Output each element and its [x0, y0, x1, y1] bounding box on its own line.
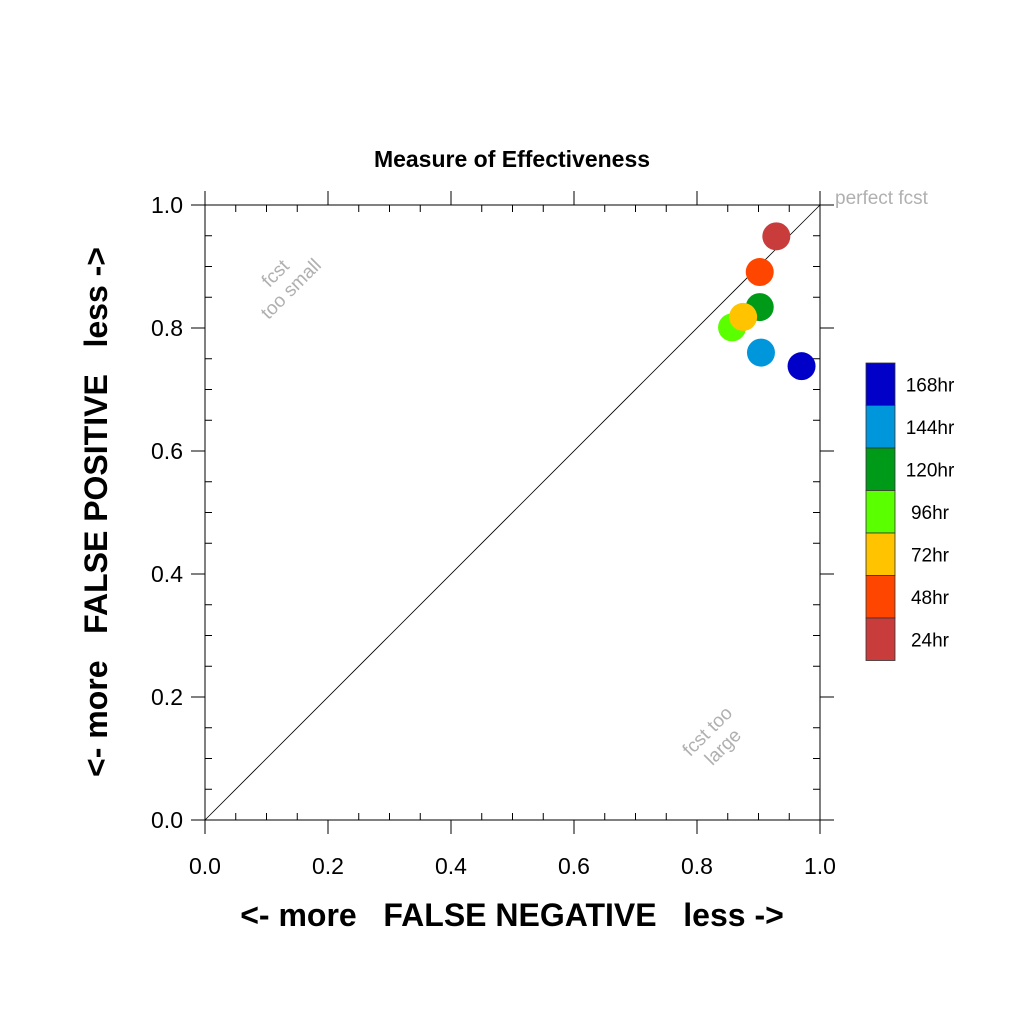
point-24hr — [762, 222, 791, 251]
point-168hr — [787, 352, 816, 381]
x-tick-label: 0.8 — [681, 853, 713, 879]
plot-area: 0.00.0 0.2 0.2 0.4 0.4 0.6 0.6 0.8 0.8 1.0 1.0 — [151, 191, 836, 879]
legend-swatch-48hr — [865, 575, 896, 619]
y-axis-title: <- more FALSE POSITIVE less -> — [78, 247, 114, 777]
y-tick-label: 0.4 — [151, 561, 183, 587]
legend-swatch-96hr — [865, 490, 896, 534]
legend-swatch-120hr — [865, 447, 896, 491]
legend-swatch-72hr — [865, 532, 896, 576]
x-tick-label: 0.2 — [312, 853, 344, 879]
legend-swatch-24hr — [865, 617, 896, 661]
annotation-too-small: fcst too small — [257, 255, 326, 324]
x-tick-label: 1.0 — [804, 853, 836, 879]
legend-swatch-168hr — [865, 362, 896, 406]
y-tick-label: 0.2 — [151, 684, 183, 710]
point-144hr — [746, 338, 775, 367]
legend-label-48hr: 48hr — [911, 588, 950, 609]
x-tick-label: 0.4 — [435, 853, 467, 879]
legend-label-24hr: 24hr — [911, 630, 950, 651]
y-tick-label: 1.0 — [151, 192, 183, 218]
x-tick-label: 0.0 — [189, 853, 221, 879]
y-tick-label: 0.8 — [151, 315, 183, 341]
legend-label-144hr: 144hr — [906, 418, 955, 439]
legend: 168hr 144hr 120hr 96hr 72hr 48hr 24hr — [865, 362, 955, 661]
annotation-too-large: fcst too large — [679, 703, 746, 770]
legend-swatch-144hr — [865, 405, 896, 449]
y-tick-label: 0.6 — [151, 438, 183, 464]
legend-label-96hr: 96hr — [911, 503, 950, 524]
y-tick-label: 0.0 — [151, 807, 183, 833]
legend-label-120hr: 120hr — [906, 460, 955, 481]
chart-title: Measure of Effectiveness — [374, 146, 650, 172]
x-tick-label: 0.6 — [558, 853, 590, 879]
x-axis-title: <- more FALSE NEGATIVE less -> — [240, 897, 784, 933]
point-72hr — [729, 302, 758, 331]
ticks-group: 0.00.0 0.2 0.2 0.4 0.4 0.6 0.6 0.8 0.8 1.0 1.0 — [151, 191, 836, 879]
annotation-too-small-line2: too small — [257, 255, 326, 324]
points-group — [718, 222, 816, 381]
diagonal-line — [204, 204, 821, 821]
legend-label-72hr: 72hr — [911, 545, 950, 566]
legend-label-168hr: 168hr — [906, 375, 955, 396]
point-48hr — [745, 258, 774, 287]
annotation-perfect-fcst: perfect fcst — [835, 188, 929, 209]
